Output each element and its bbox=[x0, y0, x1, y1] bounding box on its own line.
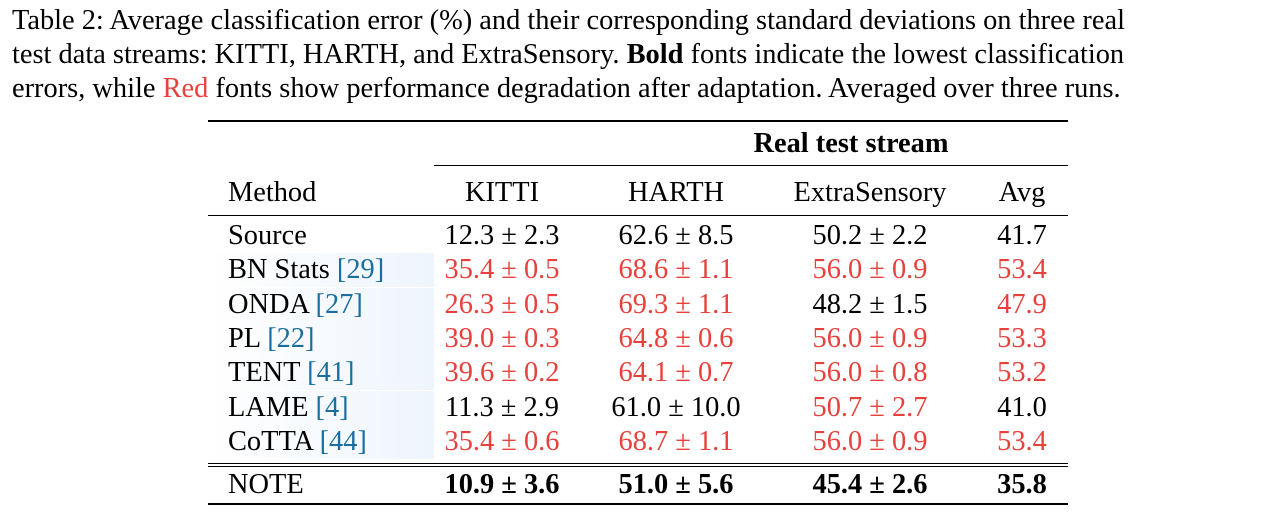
table-caption: Table 2: Average classification error (%… bbox=[12, 4, 1268, 106]
method-name: Source bbox=[228, 219, 307, 253]
table-cell: 26.3 ± 0.5 bbox=[444, 288, 560, 320]
table-cell: 68.6 ± 1.1 bbox=[618, 254, 734, 286]
mid-rule-lower bbox=[208, 466, 1068, 467]
citation-link: [29] bbox=[336, 254, 385, 286]
table-cell: 50.2 ± 2.2 bbox=[812, 220, 928, 251]
method-name: ONDA [27] bbox=[228, 288, 363, 322]
caption-line-3: errors, while Red fonts show performance… bbox=[12, 73, 1121, 104]
method-cell-shade bbox=[208, 424, 434, 459]
table-cell: 39.6 ± 0.2 bbox=[444, 357, 560, 389]
column-header-avg: Avg bbox=[998, 177, 1046, 208]
citation-link: [4] bbox=[315, 391, 349, 423]
header-rule bbox=[208, 215, 1068, 216]
table-cell: 56.0 ± 0.9 bbox=[812, 254, 928, 286]
table-cell: 35.4 ± 0.6 bbox=[444, 425, 560, 457]
top-rule bbox=[208, 120, 1068, 122]
group-header: Real test stream bbox=[753, 128, 949, 159]
table-cell: 48.2 ± 1.5 bbox=[812, 288, 928, 320]
method-label: LAME bbox=[228, 391, 316, 423]
table-cell: 53.3 bbox=[997, 322, 1047, 354]
method-label: TENT bbox=[228, 357, 308, 389]
table-cell: 50.7 ± 2.7 bbox=[812, 391, 928, 423]
column-header-harth: HARTH bbox=[627, 177, 725, 208]
table-cell: 68.7 ± 1.1 bbox=[618, 425, 734, 457]
method-label: PL bbox=[228, 322, 268, 354]
method-name: PL [22] bbox=[228, 322, 315, 356]
citation-link: [27] bbox=[315, 288, 363, 320]
method-cell-shade bbox=[208, 390, 434, 425]
table-cell: 56.0 ± 0.9 bbox=[812, 425, 928, 457]
table-cell: 64.1 ± 0.7 bbox=[618, 357, 734, 389]
method-cell-shade bbox=[208, 321, 434, 356]
table-cell: 41.0 bbox=[997, 391, 1047, 423]
table-cell: 64.8 ± 0.6 bbox=[618, 322, 734, 354]
method-name: CoTTA [44] bbox=[228, 425, 367, 459]
method-label: BN Stats bbox=[228, 254, 337, 286]
caption-bold-word: Bold bbox=[626, 39, 684, 70]
method-label: CoTTA bbox=[228, 425, 320, 457]
table-cell: 56.0 ± 0.9 bbox=[812, 322, 928, 354]
table-cell: 53.4 bbox=[997, 425, 1047, 457]
method-name: BN Stats [29] bbox=[228, 253, 384, 287]
method-cell-shade bbox=[208, 356, 434, 391]
table-cell-best: 10.9 ± 3.6 bbox=[444, 469, 560, 500]
group-header-rule bbox=[434, 165, 1068, 166]
method-label: Source bbox=[228, 220, 307, 251]
table-cell: 56.0 ± 0.8 bbox=[812, 357, 928, 389]
table-cell: 11.3 ± 2.9 bbox=[445, 391, 559, 423]
table-cell-best: 45.4 ± 2.6 bbox=[812, 469, 928, 500]
citation-link: [22] bbox=[267, 322, 315, 354]
table-cell: 53.4 bbox=[997, 254, 1047, 286]
method-name: TENT [41] bbox=[228, 356, 354, 390]
table-cell: 41.7 bbox=[997, 220, 1047, 251]
table-cell: 61.0 ± 10.0 bbox=[611, 391, 741, 423]
citation-link: [41] bbox=[307, 357, 355, 389]
method-name-note: NOTE bbox=[228, 469, 304, 500]
caption-line-2: test data streams: KITTI, HARTH, and Ext… bbox=[12, 39, 1125, 70]
table-cell: 62.6 ± 8.5 bbox=[618, 220, 734, 251]
column-header-kitti: KITTI bbox=[464, 177, 540, 208]
table-cell: 35.4 ± 0.5 bbox=[444, 254, 560, 286]
table-cell: 69.3 ± 1.1 bbox=[618, 288, 734, 320]
caption-line-1: Table 2: Average classification error (%… bbox=[12, 5, 1125, 36]
column-header-extrasensory: ExtraSensory bbox=[793, 177, 947, 208]
bottom-rule bbox=[208, 503, 1068, 505]
citation-link: [44] bbox=[319, 425, 367, 457]
method-label: ONDA bbox=[228, 288, 316, 320]
mid-rule-upper bbox=[208, 463, 1068, 464]
method-cell-shade bbox=[208, 287, 434, 322]
table-cell: 12.3 ± 2.3 bbox=[444, 220, 560, 251]
method-cell-shade bbox=[208, 253, 434, 288]
table-cell-best: 51.0 ± 5.6 bbox=[618, 469, 734, 500]
method-name: LAME [4] bbox=[228, 391, 349, 425]
table-cell: 47.9 bbox=[997, 288, 1047, 320]
table-cell: 39.0 ± 0.3 bbox=[444, 322, 560, 354]
caption-red-word: Red bbox=[162, 73, 209, 104]
table-cell: 53.2 bbox=[997, 357, 1047, 389]
column-header-method: Method bbox=[228, 177, 317, 208]
table-cell-best: 35.8 bbox=[997, 469, 1047, 500]
